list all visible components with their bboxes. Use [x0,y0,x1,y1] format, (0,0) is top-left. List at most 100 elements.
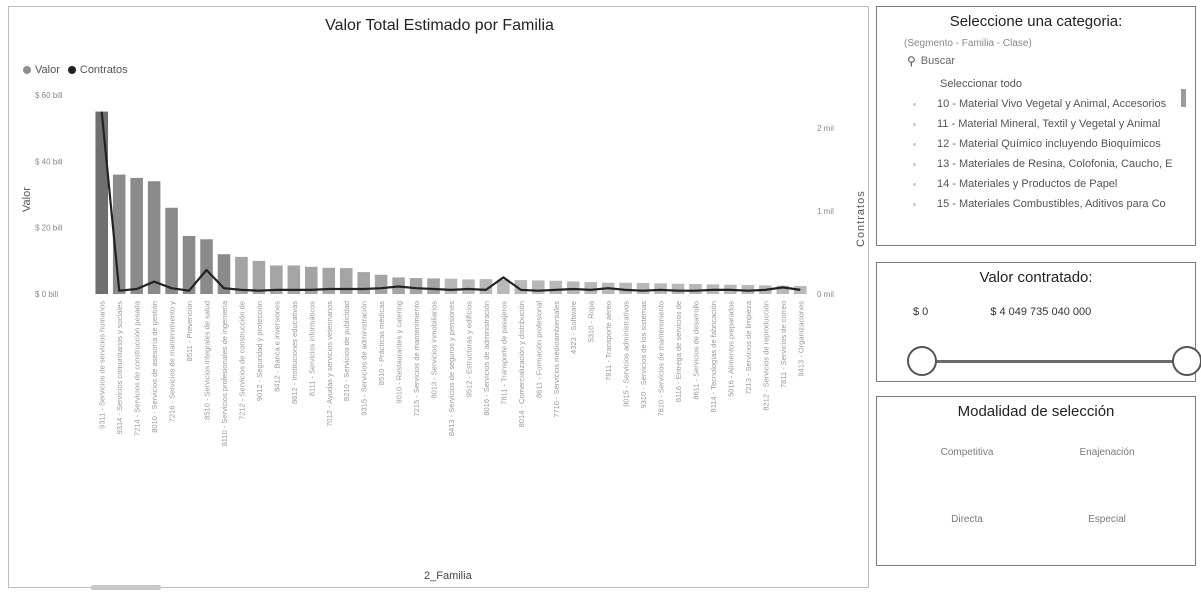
x-tick-label: 7810 - Servicios de mantenimiento [657,301,666,416]
bar-valor [566,281,580,294]
search-icon: ⚲ [907,54,916,68]
category-item[interactable]: 11 - Material Mineral, Textil y Vegetal … [877,114,1201,134]
bar-valor [287,265,301,294]
y2-tick-label: 2 mil [817,124,834,133]
select-all-label: Seleccionar todo [940,78,1022,90]
category-item[interactable]: 13 - Materiales de Resina, Colofonia, Ca… [877,154,1201,174]
value-range-labels: $ 0 $ 4 049 735 040 000 [913,306,1195,318]
bar-valor [147,181,161,294]
x-tick-label: 8114 - Tecnologías de fabricación [709,301,718,412]
bar-valor [427,278,440,294]
bar-valor [409,278,423,294]
x-tick-label: 8210 - Servicios de publicidad [342,301,351,401]
chart-legend: Valor Contratos [23,64,128,76]
x-tick-label: 9314 - Servicios comunitarios y sociales [115,301,124,435]
x-tick-label: 5310 - Ropa [587,300,596,342]
x-tick-label: 8611 - Formación profesional [534,301,543,398]
category-item-label: 14 - Materiales y Productos de Papel [937,178,1118,190]
category-item-label: 12 - Material Químico incluyendo Bioquím… [937,138,1161,150]
x-tick-label: 8511 - Prevención [185,301,194,361]
bar-valor [444,278,458,294]
slider-min-handle[interactable] [907,346,937,376]
x-axis-label: 2_Familia [424,570,473,582]
bar-valor [339,268,353,294]
x-tick-label: 8611 - Servicios de desarrollo [692,301,701,400]
x-tick-label: 8612 - Instituciones educativas [290,301,299,404]
chart-title: Valor Total Estimado por Familia [325,17,554,34]
category-hierarchy: (Segmento - Familia - Clase) [904,38,1032,49]
y2-tick-label: 0 mil [817,290,834,299]
y2-tick-label: 1 mil [817,207,834,216]
x-tick-label: 7811 - Transporte de pasajeros [499,301,508,405]
x-tick-label: 9012 - Seguridad y protección [255,301,264,401]
checkbox-icon [913,163,916,166]
category-slicer-title: Seleccione una categoria: [949,13,1123,30]
bar-valor [549,280,563,294]
select-all-item[interactable]: Seleccionar todo [877,74,1201,94]
category-item-label: 11 - Material Mineral, Textil y Vegetal … [937,118,1161,130]
x-tick-label: 7215 - Servicios de mantenimiento [412,301,421,416]
chart-panel: Valor Total Estimado por Familia Valor C… [8,6,869,590]
x-tick-label: 8111 - Servicios informáticos [307,301,316,396]
category-item-label: 13 - Materiales de Resina, Colofonia, Ca… [937,158,1173,170]
bar-valor [776,285,790,294]
search-placeholder[interactable]: Buscar [920,55,956,67]
category-item[interactable]: 12 - Material Químico incluyendo Bioquím… [877,134,1201,154]
mode-option-enajenacion[interactable]: Enajenación [1079,447,1135,458]
x-tick-label: 7214 - Servicios de construcción pesada [133,300,142,436]
category-item[interactable]: 14 - Materiales y Productos de Papel [877,174,1201,194]
checkbox-icon [913,183,916,186]
bar-valor [374,274,388,294]
bar-valor [671,283,685,294]
legend-contratos-label[interactable]: Contratos [79,64,128,76]
x-tick-label: 7212 - Servicios de construcción de [237,301,246,420]
bar-valor [235,256,248,294]
mode-option-directa[interactable]: Directa [951,514,983,525]
value-min-input[interactable]: $ 0 [913,306,929,318]
x-tick-label: 8212 - Servicios de reproducción [761,301,770,411]
mode-slicer: Modalidad de selección Competitiva Enaje… [876,396,1196,566]
horizontal-scrollbar[interactable] [91,585,161,590]
slider-track[interactable] [927,360,1182,363]
checkbox-icon [913,123,916,126]
x-tick-label: 7216 - Servicios de mantenimiento y [168,301,177,423]
category-slicer: Seleccione una categoria: (Segmento - Fa… [876,6,1196,246]
x-tick-label: 8110 - Servicios profesionales de ingeni… [220,300,229,446]
checkbox-icon [913,143,916,146]
bar-valor [532,280,545,294]
x-tick-label: 7811 - Servicios de correo [779,301,788,388]
category-item[interactable]: 10 - Material Vivo Vegetal y Animal, Acc… [877,94,1201,114]
legend-valor-label[interactable]: Valor [35,64,60,76]
bar-valor [462,279,475,294]
bar-valor [357,272,370,294]
category-item-label: 10 - Material Vivo Vegetal y Animal, Acc… [937,98,1167,110]
x-tick-label: 9310 - Servicios de los sistemas [639,301,648,409]
category-search[interactable]: ⚲ Buscar [907,54,1195,68]
checkbox-icon [913,203,916,206]
bar-valor [689,284,702,294]
checkbox-icon [913,103,916,106]
mode-option-especial[interactable]: Especial [1088,514,1126,525]
bar-valor [741,285,755,294]
bar-valor [305,266,318,294]
x-tick-label: 8412 - Banca e inversiones [272,301,281,392]
y-tick-label: $ 20 bill [35,224,63,233]
x-tick-label: 9512 - Estructuras y edificios [465,301,474,398]
bar-valor [636,283,650,294]
legend-contratos-marker [67,66,76,74]
x-tick-label: 9010 - Restaurantes y catering [395,301,404,404]
slider-max-handle[interactable] [1172,346,1201,376]
mode-option-competitiva[interactable]: Competitiva [940,447,994,458]
x-tick-label: 8015 - Servicios administrativos [622,301,631,407]
value-max-input[interactable]: $ 4 049 735 040 000 [990,306,1092,318]
category-item[interactable]: 15 - Materiales Combustibles, Aditivos p… [877,194,1201,214]
x-tick-label: 7213 - Servicios de limpieza [744,300,753,395]
category-scrollbar[interactable] [1181,89,1186,107]
category-list: Seleccionar todo 10 - Material Vivo Vege… [877,74,1195,214]
y-tick-label: $ 0 bill [35,290,58,299]
x-tick-label: 8014 - Comercialización y distribución [517,301,526,427]
x-tick-label: 8010 - Servicios de asesoría de gestión [150,301,159,433]
bar-valor [252,260,266,294]
bar-valor [182,235,196,294]
y2-axis-label: Contratos [855,190,867,247]
